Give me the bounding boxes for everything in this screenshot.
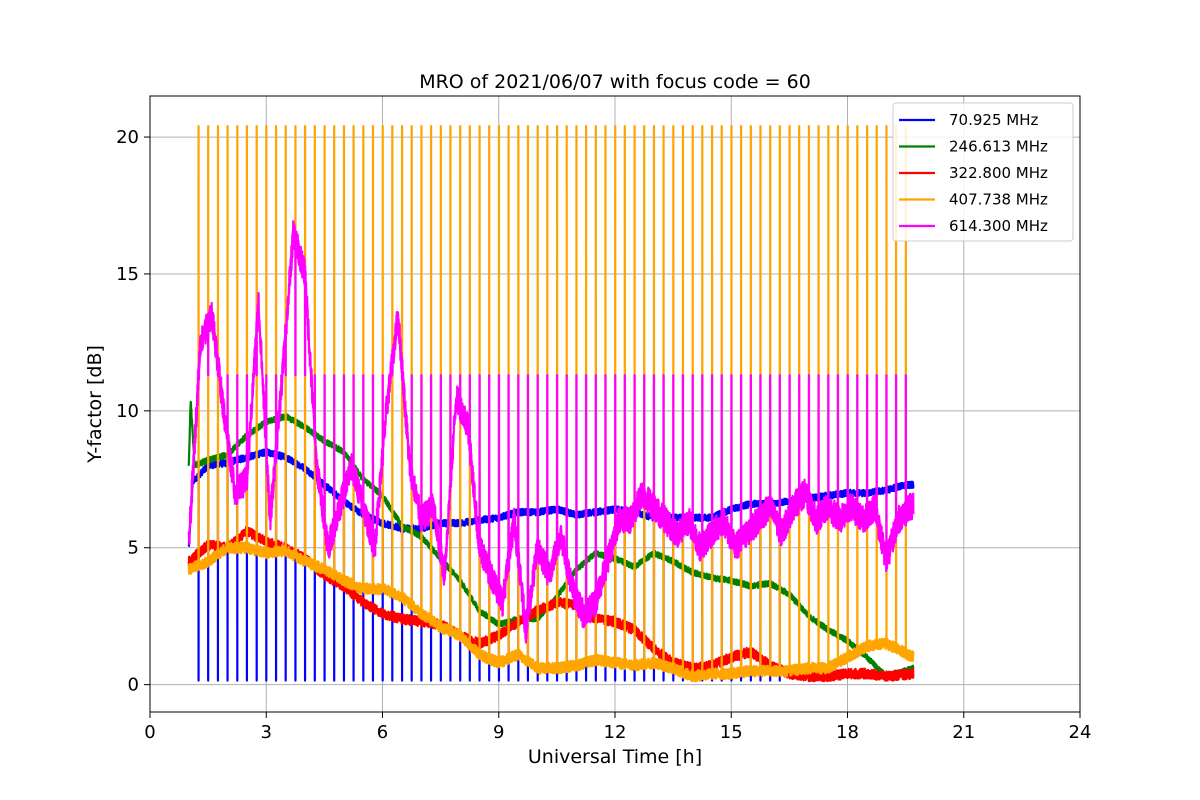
x-tick-label: 0 — [144, 722, 155, 743]
y-axis-label: Y-factor [dB] — [84, 345, 106, 464]
x-tick-label: 18 — [836, 722, 859, 743]
legend-entry-4: 614.300 MHz — [949, 217, 1048, 235]
y-tick-label: 10 — [116, 401, 139, 422]
legend: 70.925 MHz 246.613 MHz 322.800 MHz 407.738 … — [892, 102, 1074, 242]
x-tick-label: 9 — [493, 722, 504, 743]
x-tick-label: 15 — [720, 722, 743, 743]
y-tick-label: 15 — [116, 264, 139, 285]
y-tick-label: 0 — [128, 675, 139, 696]
x-tick-label: 3 — [261, 722, 272, 743]
plot-area — [187, 125, 915, 683]
x-axis-label: Universal Time [h] — [528, 746, 702, 768]
x-axis: 0 3 6 9 12 15 18 21 24 — [144, 712, 1091, 743]
x-tick-label: 24 — [1069, 722, 1092, 743]
chart-title: MRO of 2021/06/07 with focus code = 60 — [419, 71, 811, 93]
series-line-3 — [187, 125, 915, 683]
x-tick-label: 21 — [952, 722, 975, 743]
x-tick-label: 12 — [604, 722, 627, 743]
legend-entry-3: 407.738 MHz — [949, 191, 1048, 209]
legend-entry-1: 246.613 MHz — [949, 138, 1048, 156]
y-axis: 0 5 10 15 20 — [116, 127, 150, 696]
x-tick-label: 6 — [377, 722, 388, 743]
y-tick-label: 20 — [116, 127, 139, 148]
legend-box — [892, 102, 1074, 242]
series-line-4 — [187, 220, 915, 644]
legend-entry-0: 70.925 MHz — [949, 111, 1038, 129]
legend-entry-2: 322.800 MHz — [949, 164, 1048, 182]
y-tick-label: 5 — [128, 538, 139, 559]
